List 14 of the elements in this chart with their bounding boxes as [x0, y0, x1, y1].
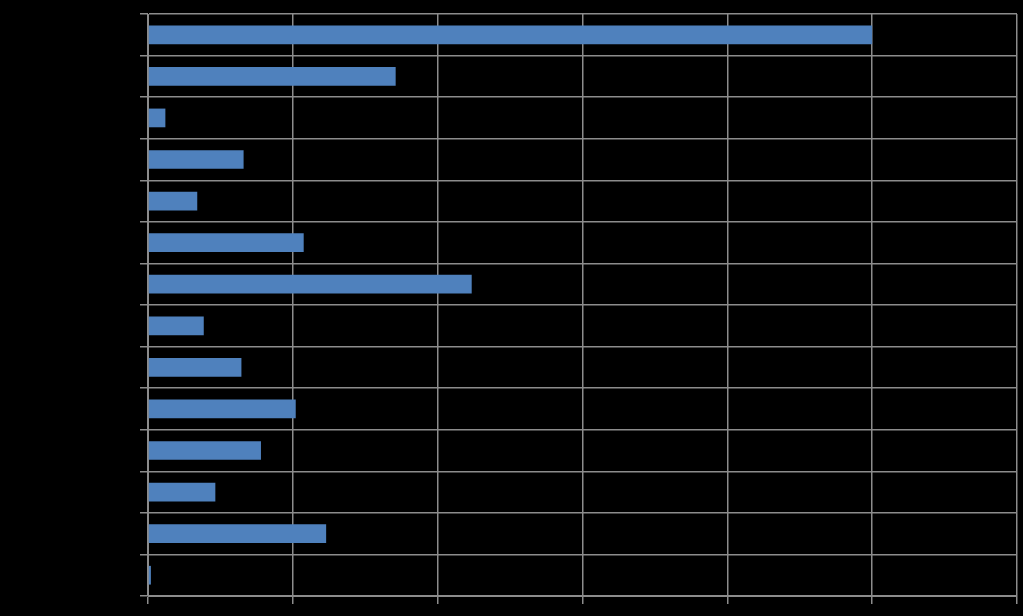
bar — [148, 191, 198, 211]
bar — [148, 441, 261, 460]
bar — [148, 274, 472, 294]
bar — [148, 399, 296, 419]
bar — [148, 358, 242, 377]
bar — [148, 108, 166, 128]
bar — [148, 233, 304, 252]
bar — [148, 565, 151, 585]
bar — [148, 25, 873, 45]
bar — [148, 67, 396, 86]
bar — [148, 482, 216, 502]
bar — [148, 316, 204, 336]
bar — [148, 150, 244, 169]
bar — [148, 524, 327, 543]
